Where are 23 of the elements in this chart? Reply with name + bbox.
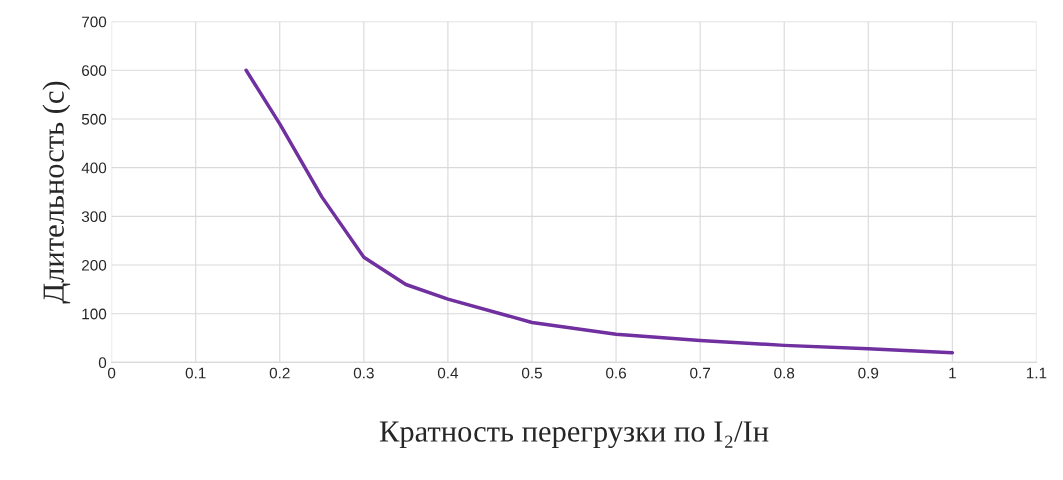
x-tick-label: 0.7 bbox=[690, 367, 710, 379]
x-tick-label: 0.4 bbox=[437, 367, 459, 379]
x-tick-label: 0.1 bbox=[185, 367, 206, 379]
x-tick-label: 0.8 bbox=[774, 367, 795, 379]
x-tick-label: 0.5 bbox=[521, 367, 542, 379]
x-tick-label: 0.6 bbox=[606, 367, 627, 379]
y-tick-label: 100 bbox=[82, 308, 107, 320]
y-tick-label: 400 bbox=[81, 162, 107, 174]
x-tick-label: 0.3 bbox=[353, 367, 374, 379]
x-axis-title: Кратность перегрузки по I₂/Iн bbox=[379, 421, 769, 449]
y-tick-label: 0 bbox=[98, 357, 107, 369]
x-tick-label: 0.9 bbox=[858, 367, 879, 379]
x-tick-label: 1.1 bbox=[1026, 367, 1047, 379]
y-tick-label: 200 bbox=[82, 259, 107, 271]
line-series bbox=[244, 68, 955, 355]
y-tick-label: 300 bbox=[81, 211, 107, 223]
y-tick-label: 700 bbox=[82, 16, 107, 28]
x-tick-label: 1 bbox=[949, 367, 956, 379]
x-tick-label: 0.2 bbox=[269, 367, 290, 379]
y-axis-title: Длительность (с) bbox=[42, 81, 71, 304]
x-tick-label: 0 bbox=[107, 367, 116, 379]
y-tick-label: 500 bbox=[81, 113, 107, 125]
y-tick-label: 600 bbox=[82, 65, 107, 76]
